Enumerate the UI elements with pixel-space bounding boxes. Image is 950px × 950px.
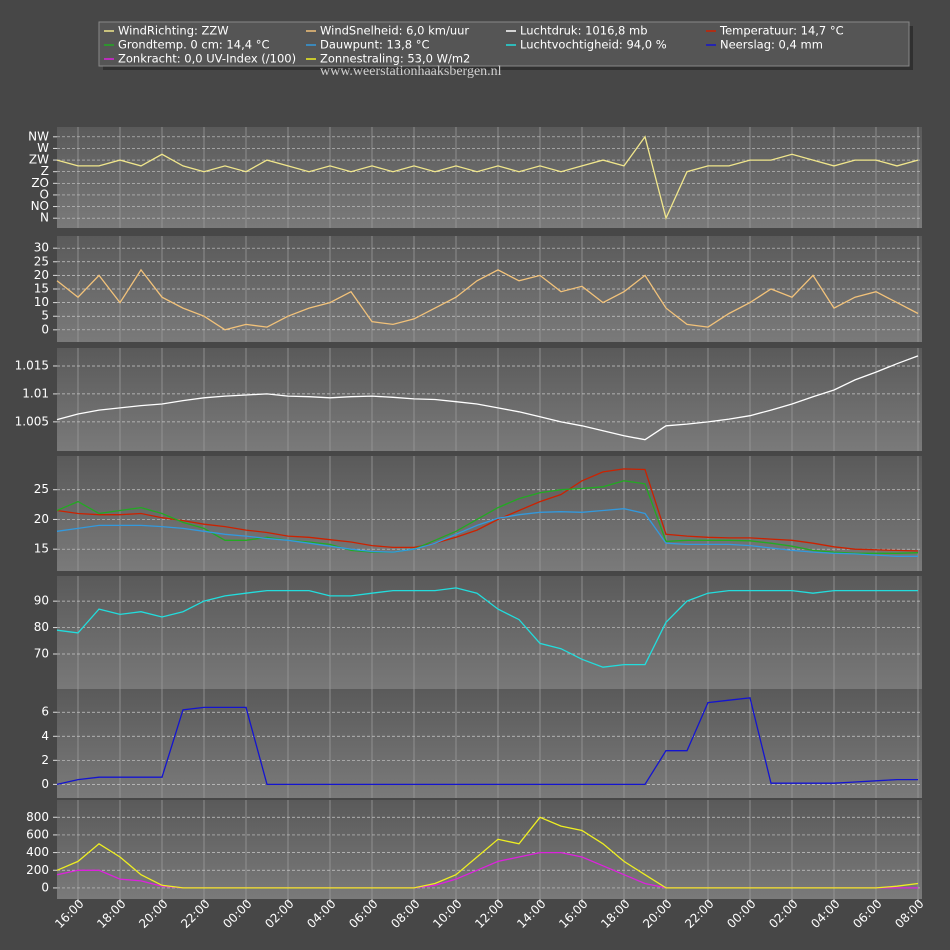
y-tick-label: 20 (34, 512, 49, 526)
legend-label: Zonnestraling: 53,0 W/m2 (320, 52, 470, 66)
y-tick-label: 4 (41, 729, 49, 743)
y-tick-label: 10 (34, 295, 49, 309)
legend-label: Temperatuur: 14,7 °C (719, 24, 844, 38)
legend-label: Zonkracht: 0,0 UV-Index (/100) (118, 52, 296, 66)
y-tick-label: 6 (41, 705, 49, 719)
y-tick-label: 400 (26, 845, 49, 859)
y-tick-label: 0 (41, 777, 49, 791)
y-tick-label: 200 (26, 863, 49, 877)
y-tick-label: 5 (41, 309, 49, 323)
panel-background (57, 800, 922, 899)
y-tick-label: 1.005 (15, 414, 49, 428)
data-line (56, 697, 918, 786)
legend-label: Luchtvochtigheid: 94,0 % (520, 38, 667, 52)
panel-background (57, 576, 922, 695)
legend-label: Luchtdruk: 1016,8 mb (520, 24, 648, 38)
y-tick-label: NW (28, 129, 49, 143)
y-tick-label: 25 (34, 254, 49, 268)
legend-label: WindSnelheid: 6,0 km/uur (320, 24, 469, 38)
y-tick-label: 1.01 (22, 386, 49, 400)
y-tick-label: 600 (26, 827, 49, 841)
y-tick-label: 90 (34, 594, 49, 608)
y-tick-label: 15 (34, 542, 49, 556)
panel-background (57, 127, 922, 228)
legend-label: Dauwpunt: 13,8 °C (320, 38, 430, 52)
data-line (56, 587, 918, 668)
data-line (56, 480, 919, 554)
panel-background (57, 456, 922, 571)
data-line (56, 355, 919, 441)
y-tick-label: 20 (34, 268, 49, 282)
legend-box (98, 21, 910, 67)
legend-label: WindRichting: ZZW (118, 24, 229, 38)
y-tick-label: NO (31, 199, 49, 213)
y-tick-label: 1.015 (15, 358, 49, 372)
data-line (56, 508, 918, 557)
data-line (56, 468, 919, 552)
y-tick-label: Z (41, 164, 49, 178)
y-tick-label: 800 (26, 810, 49, 824)
legend-label: Grondtemp. 0 cm: 14,4 °C (118, 38, 269, 52)
y-tick-label: 0 (41, 322, 49, 336)
watermark: www.weerstationhaaksbergen.nl (320, 64, 502, 79)
y-tick-label: O (40, 187, 49, 201)
y-tick-label: N (40, 211, 49, 225)
y-tick-label: 80 (34, 620, 49, 634)
y-tick-label: 70 (34, 647, 49, 661)
y-tick-label: 2 (41, 753, 49, 767)
y-tick-label: ZW (29, 153, 49, 167)
data-line (56, 268, 919, 331)
y-tick-label: 25 (34, 482, 49, 496)
y-tick-label: ZO (31, 176, 49, 190)
panel-background (57, 348, 922, 451)
data-line (56, 816, 919, 889)
y-tick-label: W (37, 141, 49, 155)
legend-label: Neerslag: 0,4 mm (720, 38, 823, 52)
data-line (56, 135, 919, 221)
y-tick-label: 0 (41, 880, 49, 894)
y-tick-label: 30 (34, 241, 49, 255)
y-tick-label: 15 (34, 282, 49, 296)
